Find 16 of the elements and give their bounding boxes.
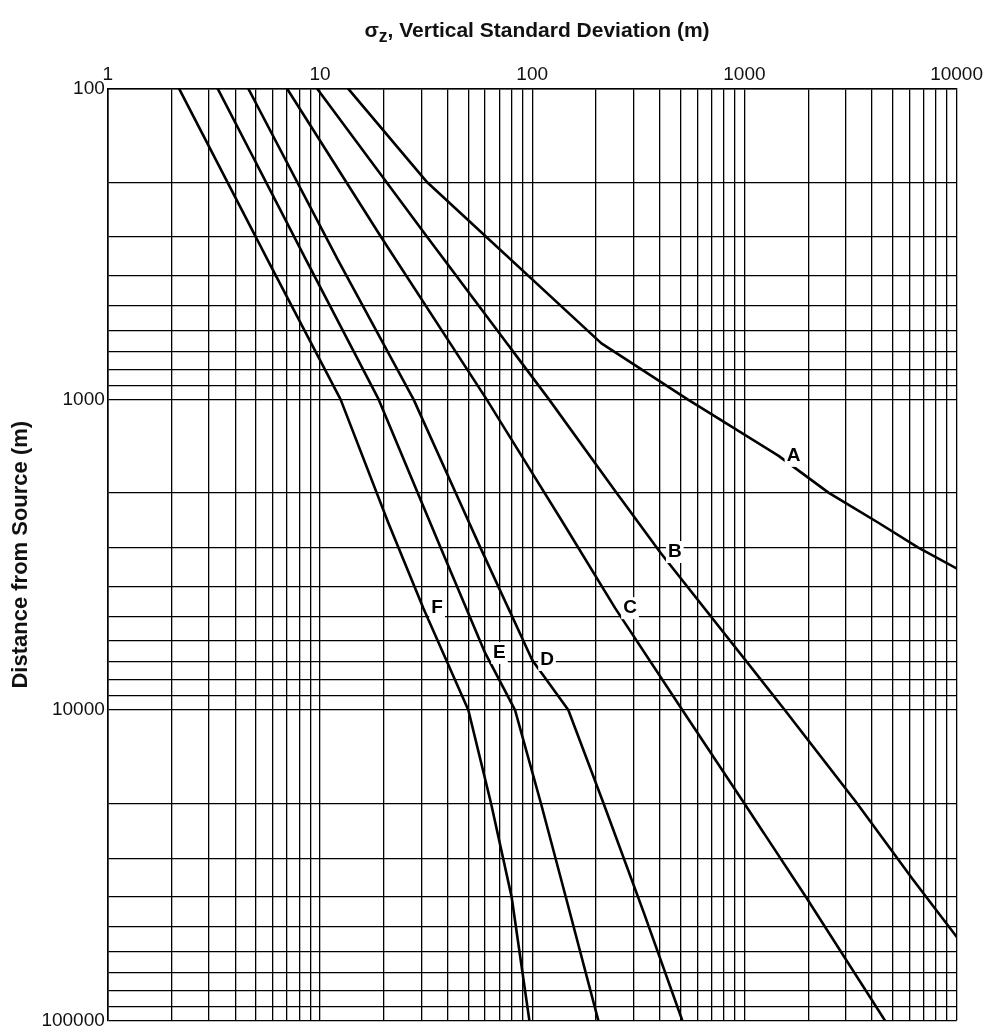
series-label: F <box>431 596 443 618</box>
x-tick-label: 10 <box>309 62 331 84</box>
series-label: A <box>786 444 801 466</box>
x-tick-label: 10000 <box>930 62 983 84</box>
series-label: E <box>493 641 506 663</box>
y-tick-label: 100 <box>73 77 105 99</box>
y-tick-label: 100000 <box>41 1008 105 1030</box>
series-label: D <box>540 648 554 670</box>
series-label: C <box>623 596 638 618</box>
series-label: B <box>667 540 682 562</box>
y-tick-label: 1000 <box>62 387 105 409</box>
x-axis-title: σ$_{z}$, Vertical Standard Deviation (m) <box>363 18 711 48</box>
x-tick-label: 1000 <box>723 62 766 84</box>
y-tick-label: 10000 <box>51 698 105 720</box>
y-axis-title: Distance from Source (m) <box>7 420 33 689</box>
x-tick-label: 100 <box>516 62 549 84</box>
